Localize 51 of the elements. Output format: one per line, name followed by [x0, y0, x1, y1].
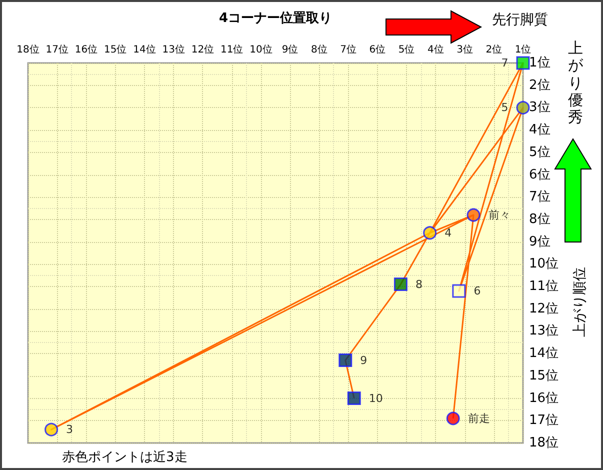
- text: 上がり優秀: [568, 39, 583, 126]
- x-tick-label: 4位: [427, 44, 444, 56]
- x-tick-label: 13位: [162, 44, 185, 56]
- y-tick-label: 6位: [529, 167, 550, 182]
- series-label: 6: [474, 284, 481, 298]
- y-tick-label: 3位: [529, 100, 550, 116]
- x-tick-label: 2位: [486, 44, 502, 56]
- y-tick-label: 2位: [529, 78, 550, 93]
- y-tick-label: 5位: [529, 144, 550, 160]
- x-tick-label: 11位: [220, 44, 244, 56]
- y-tick-label: 7位: [529, 190, 550, 205]
- y-tick-label: 12位: [529, 301, 559, 316]
- x-axis-title: 4コーナー位置取り: [218, 11, 332, 26]
- series-label: 8: [415, 278, 422, 291]
- series-label: 4: [444, 226, 452, 240]
- series-label: 10: [368, 392, 383, 405]
- y-axis-title: 上がり順位: [571, 267, 589, 337]
- y-tick-label: 14位: [529, 346, 559, 362]
- x-tick-label: 14位: [133, 44, 156, 56]
- series-label: 9: [360, 354, 368, 367]
- x-tick-label: 7位: [340, 44, 356, 56]
- series-label: 5: [501, 101, 508, 114]
- y-tick-label: 15位: [529, 368, 559, 384]
- text: 赤色ポイントは近3走: [62, 450, 188, 466]
- x-tick-label: 12位: [191, 44, 214, 56]
- x-tick-label: 3位: [456, 44, 473, 56]
- x-tick-label: 17位: [46, 44, 68, 56]
- y-tick-label: 1位: [529, 56, 550, 70]
- y-tick-label: 13位: [529, 324, 559, 339]
- y-tick-label: 10位: [529, 256, 559, 272]
- x-tick-label: 6位: [369, 44, 386, 56]
- y-tick-label: 4位: [529, 122, 550, 138]
- y-tick-label: 8位: [529, 212, 550, 227]
- x-tick-label: 10位: [250, 44, 272, 56]
- series-label: 前走: [468, 412, 490, 425]
- x-tick-label: 9位: [282, 44, 298, 56]
- series-label: 前々: [488, 208, 510, 222]
- y-tick-label: 18位: [529, 436, 559, 450]
- y-tick-label: 11位: [529, 279, 559, 294]
- y-tick-label: 17位: [529, 413, 559, 428]
- x-tick-label: 8位: [310, 44, 328, 56]
- x-tick-label: 1位: [514, 44, 532, 56]
- x-tick-label: 15位: [104, 44, 127, 56]
- y-tick-label: 9位: [529, 234, 550, 250]
- y-tick-label: 16位: [529, 390, 559, 406]
- x-tick-label: 18位: [16, 44, 40, 56]
- text: 先行脚質: [492, 12, 548, 28]
- series-label: 3: [66, 423, 74, 436]
- x-tick-label: 5位: [398, 44, 415, 56]
- series-label: 7: [501, 56, 508, 70]
- x-tick-label: 16位: [74, 44, 98, 56]
